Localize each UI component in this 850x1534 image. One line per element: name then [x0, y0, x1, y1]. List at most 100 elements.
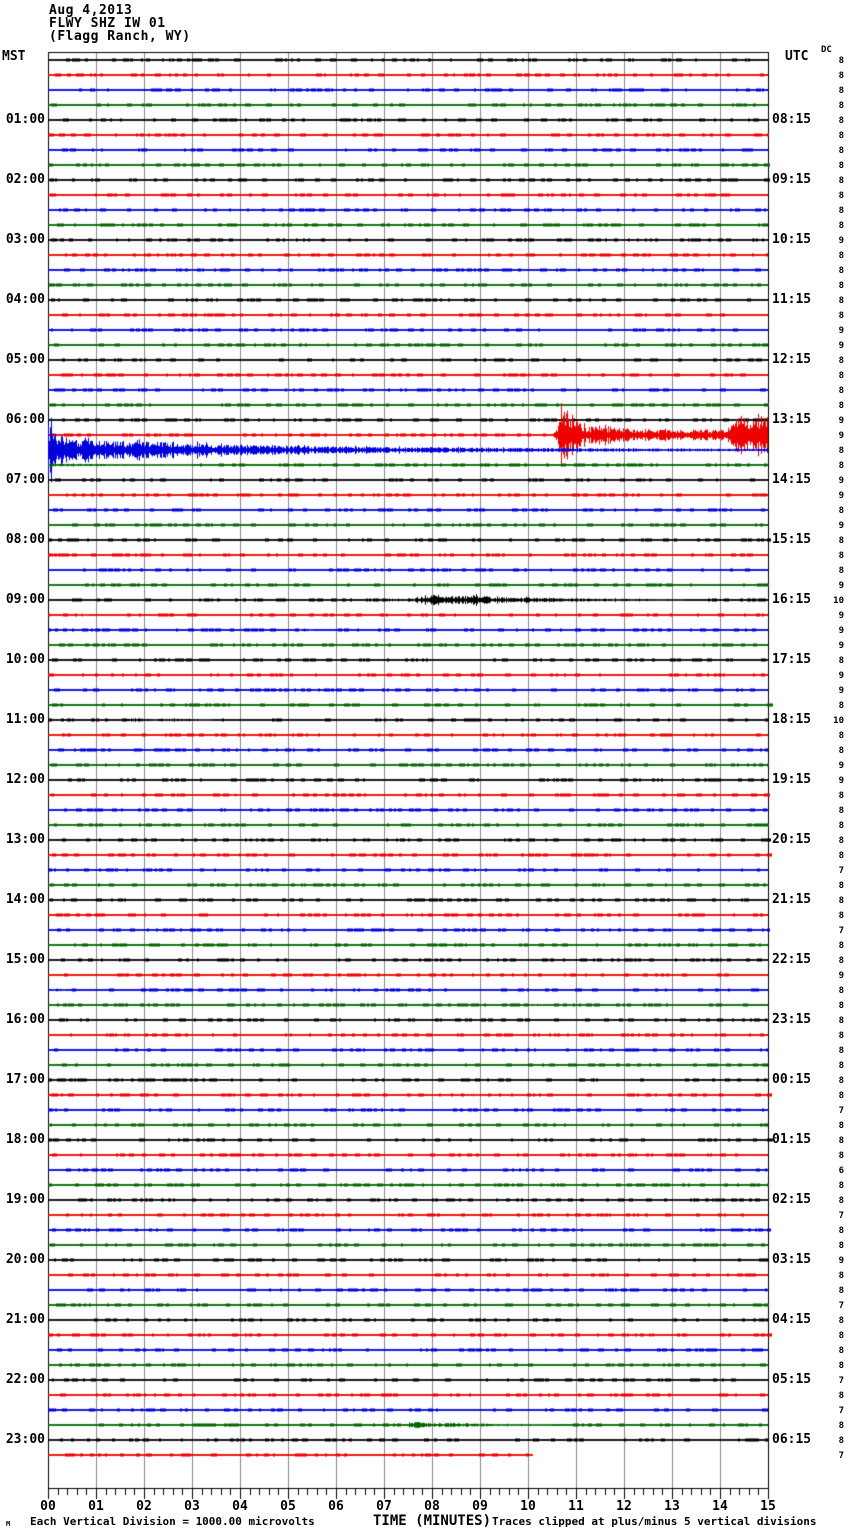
axis-tick-label: 07 — [376, 1499, 392, 1514]
utc-hour-label: 18:15 — [772, 712, 812, 727]
dc-value: 9 — [838, 686, 844, 696]
dc-value: 8 — [838, 371, 844, 381]
mst-hour-label: 01:00 — [5, 112, 45, 127]
mst-hour-label: 09:00 — [5, 592, 45, 607]
dc-value: 9 — [838, 521, 844, 531]
utc-hour-label: 11:15 — [772, 292, 812, 307]
dc-value: 7 — [838, 926, 844, 936]
dc-value: 8 — [838, 1181, 844, 1191]
dc-value: 8 — [838, 506, 844, 516]
dc-value: 8 — [838, 1226, 844, 1236]
dc-value: 8 — [838, 401, 844, 411]
dc-value: 8 — [838, 566, 844, 576]
dc-header: DC — [821, 45, 832, 55]
dc-value: 7 — [838, 1301, 844, 1311]
dc-value: 8 — [838, 176, 844, 186]
mst-hour-label: 07:00 — [5, 472, 45, 487]
dc-value: 8 — [838, 1241, 844, 1251]
mst-header: MST — [2, 49, 26, 64]
mst-hour-label: 23:00 — [5, 1432, 45, 1447]
dc-value: 8 — [838, 1061, 844, 1071]
mst-hour-label: 12:00 — [5, 772, 45, 787]
dc-value: 8 — [838, 1046, 844, 1056]
utc-hour-label: 23:15 — [772, 1012, 812, 1027]
utc-hour-label: 16:15 — [772, 592, 812, 607]
dc-value: 8 — [838, 221, 844, 231]
dc-value: 9 — [838, 431, 844, 441]
dc-value: 9 — [838, 236, 844, 246]
utc-hour-label: 08:15 — [772, 112, 812, 127]
dc-value: 8 — [838, 71, 844, 81]
dc-value: 8 — [838, 701, 844, 711]
dc-value: 9 — [838, 776, 844, 786]
dc-value: 8 — [838, 941, 844, 951]
mst-hour-label: 17:00 — [5, 1072, 45, 1087]
dc-value: 9 — [838, 326, 844, 336]
dc-value: 9 — [838, 671, 844, 681]
dc-value: 8 — [838, 116, 844, 126]
dc-value: 8 — [838, 536, 844, 546]
utc-hour-label: 21:15 — [772, 892, 812, 907]
dc-value: 8 — [838, 281, 844, 291]
utc-hour-label: 15:15 — [772, 532, 812, 547]
dc-value: 8 — [838, 1271, 844, 1281]
utc-hour-label: 10:15 — [772, 232, 812, 247]
dc-value: 8 — [838, 146, 844, 156]
dc-value: 7 — [838, 1451, 844, 1461]
axis-tick-label: 11 — [568, 1499, 584, 1514]
dc-value: 8 — [838, 386, 844, 396]
dc-value: 7 — [838, 1406, 844, 1416]
dc-value: 8 — [838, 356, 844, 366]
dc-value: 8 — [838, 206, 844, 216]
dc-value: 7 — [838, 1211, 844, 1221]
dc-value: 9 — [838, 641, 844, 651]
dc-value: 8 — [838, 86, 844, 96]
utc-hour-label: 06:15 — [772, 1432, 812, 1447]
axis-tick-label: 03 — [184, 1499, 200, 1514]
dc-value: 8 — [838, 461, 844, 471]
dc-value: 8 — [838, 56, 844, 66]
dc-value: 9 — [838, 491, 844, 501]
utc-hour-label: 19:15 — [772, 772, 812, 787]
axis-tick-label: 00 — [40, 1499, 56, 1514]
dc-value: 7 — [838, 866, 844, 876]
dc-value: 9 — [838, 971, 844, 981]
dc-value: 8 — [838, 1016, 844, 1026]
dc-value: 8 — [838, 1286, 844, 1296]
utc-hour-label: 04:15 — [772, 1312, 812, 1327]
utc-hour-label: 17:15 — [772, 652, 812, 667]
dc-value: 8 — [838, 656, 844, 666]
utc-hour-label: 22:15 — [772, 952, 812, 967]
dc-value: 8 — [838, 1361, 844, 1371]
dc-value: 8 — [838, 1136, 844, 1146]
title-date: Aug 4,2013 — [49, 3, 133, 18]
dc-value: 8 — [838, 1076, 844, 1086]
dc-value: 8 — [838, 161, 844, 171]
utc-header: UTC — [785, 49, 809, 64]
dc-value: 9 — [838, 611, 844, 621]
dc-value: 8 — [838, 446, 844, 456]
mst-hour-label: 20:00 — [5, 1252, 45, 1267]
utc-hour-label: 02:15 — [772, 1192, 812, 1207]
mst-hour-label: 11:00 — [5, 712, 45, 727]
axis-tick-label: 15 — [760, 1499, 776, 1514]
dc-value: 8 — [838, 131, 844, 141]
dc-value: 8 — [838, 836, 844, 846]
utc-hour-label: 01:15 — [772, 1132, 812, 1147]
dc-value: 8 — [838, 791, 844, 801]
utc-hour-label: 09:15 — [772, 172, 812, 187]
dc-value: 7 — [838, 1376, 844, 1386]
dc-value: 8 — [838, 251, 844, 261]
dc-value: 8 — [838, 821, 844, 831]
dc-value: 8 — [838, 1421, 844, 1431]
dc-value: 8 — [838, 851, 844, 861]
utc-hour-label: 14:15 — [772, 472, 812, 487]
mst-hour-label: 08:00 — [5, 532, 45, 547]
mst-hour-label: 06:00 — [5, 412, 45, 427]
dc-value: 10 — [833, 716, 844, 726]
footer-scale-text: Each Vertical Division = 1000.00 microvo… — [30, 1515, 315, 1528]
utc-hour-label: 03:15 — [772, 1252, 812, 1267]
mst-hour-label: 03:00 — [5, 232, 45, 247]
dc-value: 10 — [833, 596, 844, 606]
dc-value: 9 — [838, 761, 844, 771]
